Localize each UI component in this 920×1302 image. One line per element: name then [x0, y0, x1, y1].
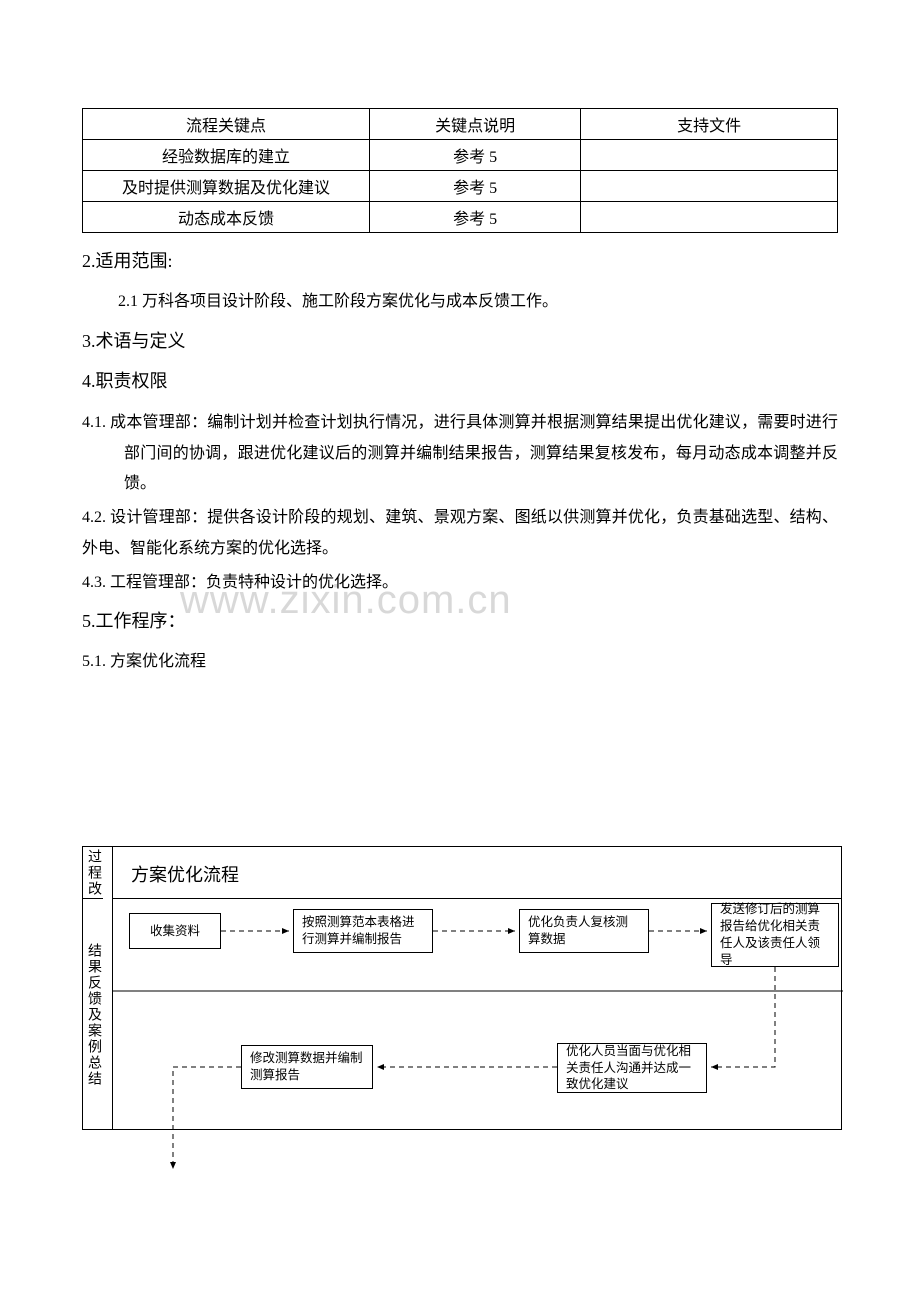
cell: 及时提供测算数据及优化建议	[83, 171, 370, 202]
table-header-row: 流程关键点 关键点说明 支持文件	[83, 109, 838, 140]
section-4-title: 4.职责权限	[82, 367, 838, 396]
table-row: 动态成本反馈 参考 5	[83, 202, 838, 233]
cell: 经验数据库的建立	[83, 140, 370, 171]
table-row: 经验数据库的建立 参考 5	[83, 140, 838, 171]
keypoints-table: 流程关键点 关键点说明 支持文件 经验数据库的建立 参考 5 及时提供测算数据及…	[82, 108, 838, 233]
cell: 参考 5	[369, 140, 580, 171]
swimlane-labels: 过程改 结果反馈及案例总结	[82, 846, 112, 1130]
flow-body: 收集资料 按照测算范本表格进行测算并编制报告 优化负责人复核测算数据 发送修订后…	[113, 899, 841, 1130]
th-keypoint: 流程关键点	[83, 109, 370, 140]
cell	[581, 140, 838, 171]
section-2-title: 2.适用范围:	[82, 247, 838, 276]
cell	[581, 202, 838, 233]
document-page: 流程关键点 关键点说明 支持文件 经验数据库的建立 参考 5 及时提供测算数据及…	[0, 0, 920, 678]
section-4-1: 4.1. 成本管理部：编制计划并检查计划执行情况，进行具体测算并根据测算结果提出…	[82, 408, 838, 499]
cell: 参考 5	[369, 202, 580, 233]
lane-label-bottom: 结果反馈及案例总结	[83, 899, 103, 1130]
section-4-3: 4.3. 工程管理部：负责特种设计的优化选择。	[82, 568, 838, 598]
lane-label-top: 过程改	[83, 847, 103, 899]
cell: 动态成本反馈	[83, 202, 370, 233]
section-4-2: 4.2. 设计管理部：提供各设计阶段的规划、建筑、景观方案、图纸以供测算并优化，…	[82, 503, 838, 564]
cell	[581, 171, 838, 202]
section-5-title: 5.工作程序：	[82, 607, 838, 636]
th-desc: 关键点说明	[369, 109, 580, 140]
flowchart: 过程改 结果反馈及案例总结 方案优化流程 收集资料 按照测算范本表格进行测算并编…	[82, 846, 842, 1166]
section-5-1: 5.1. 方案优化流程	[82, 647, 838, 677]
section-3-title: 3.术语与定义	[82, 327, 838, 356]
table-row: 及时提供测算数据及优化建议 参考 5	[83, 171, 838, 202]
flow-arrows	[113, 899, 841, 1130]
flow-title: 方案优化流程	[113, 847, 841, 899]
flow-area: 方案优化流程 收集资料 按照测算范本表格进行测算并编制报告 优化负责人复核测算数…	[112, 846, 842, 1130]
th-file: 支持文件	[581, 109, 838, 140]
section-2-1: 2.1 万科各项目设计阶段、施工阶段方案优化与成本反馈工作。	[82, 288, 838, 317]
cell: 参考 5	[369, 171, 580, 202]
